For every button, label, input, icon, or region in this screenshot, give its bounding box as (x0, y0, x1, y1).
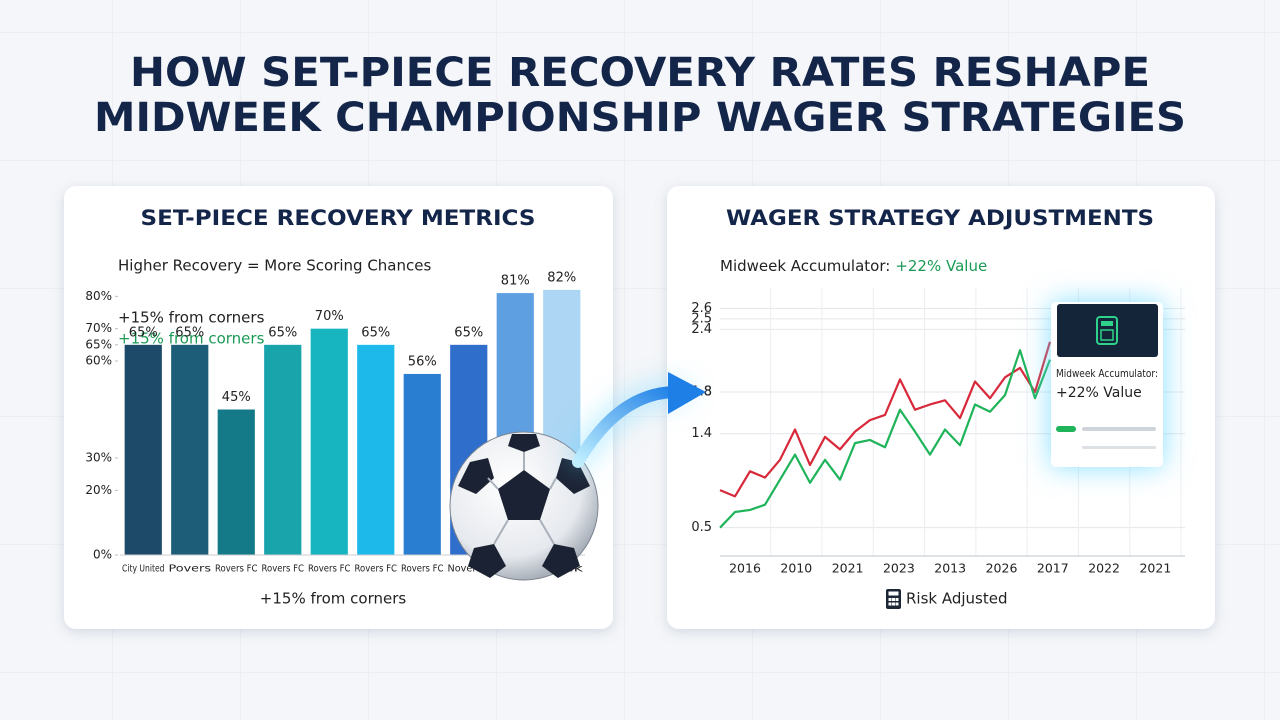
annotation: +15% from corners (118, 309, 265, 327)
value-label: 82% (547, 270, 576, 285)
value-label: 65% (454, 325, 483, 340)
chart-caption: +15% from corners (260, 590, 407, 608)
bar (310, 328, 348, 555)
series-line (719, 349, 1052, 529)
y-tick-label: 30% (85, 451, 112, 465)
x-tick-label: Rovers FC (262, 564, 305, 575)
x-tick-label: 2026 (986, 561, 1018, 576)
series-line (719, 341, 1052, 498)
y-tick-label: 65% (85, 337, 112, 351)
value-label: 56% (408, 354, 437, 369)
y-tick-label: 2.5 (691, 311, 712, 326)
chart-caption: Risk Adjusted (906, 590, 1008, 608)
value-label: 81% (501, 274, 530, 289)
y-tick-label: 70% (85, 321, 112, 335)
arrow (572, 372, 706, 468)
value-label: 45% (222, 390, 251, 405)
popup-label: Midweek Accumulator: (1056, 368, 1158, 380)
x-tick-label: Novers F (448, 564, 491, 575)
main-title-line: MIDWEEK CHAMPIONSHIP WAGER STRATEGIES (94, 95, 1186, 141)
x-tick-label: City United (122, 564, 165, 575)
x-tick-label: 2021 (832, 561, 864, 576)
x-tick-label: 2023 (883, 561, 915, 576)
bar (357, 344, 395, 555)
y-tick-label: 60% (85, 354, 112, 368)
value-label: 70% (315, 309, 344, 324)
y-tick-label: 2.4 (691, 322, 712, 337)
subtitle-highlight: +22% Value (895, 257, 987, 275)
main-title-line: HOW SET-PIECE RECOVERY RATES RESHAPE (130, 50, 1150, 96)
value-label: 65% (268, 325, 297, 340)
y-tick-label: 2.6 (691, 301, 712, 316)
chart-subtitle: Midweek Accumulator: +22% Value (720, 257, 987, 275)
calculator-icon (886, 589, 901, 609)
subtitle-text: Midweek Accumulator: (720, 257, 890, 275)
y-tick-label: 1.4 (691, 426, 712, 441)
annotation: +15% from corners (118, 330, 265, 348)
x-tick-label: Rovers FC (215, 564, 258, 575)
x-tick-label: Rovers FC (308, 564, 351, 575)
bar (264, 344, 302, 555)
x-tick-label: Povers (169, 564, 212, 575)
bar (124, 344, 162, 555)
x-tick-label: 2021 (1139, 561, 1171, 576)
x-tick-label: 2013 (934, 561, 966, 576)
bar (171, 344, 209, 555)
value-label: 65% (129, 325, 158, 340)
chart-title: WAGER STRATEGY ADJUSTMENTS (726, 206, 1154, 230)
popup-card: Midweek Accumulator: +22% Value (1051, 302, 1163, 467)
x-tick-label: 2022 (1088, 561, 1120, 576)
bar (217, 409, 255, 555)
value-label: 65% (361, 325, 390, 340)
y-tick-label: 0.5 (691, 520, 712, 535)
x-tick-label: Rovers FC (401, 564, 444, 575)
bar (403, 373, 441, 555)
x-tick-label: 2010 (780, 561, 812, 576)
chart-title: SET-PIECE RECOVERY METRICS (141, 206, 536, 230)
chart-subtitle: Higher Recovery = More Scoring Chances (118, 257, 431, 275)
x-tick-label: Rovers FC (355, 564, 398, 575)
x-tick-label: 2016 (729, 561, 761, 576)
y-tick-label: 80% (85, 289, 112, 303)
y-tick-label: 0% (93, 548, 112, 562)
x-tick-label: 2017 (1037, 561, 1069, 576)
y-tick-label: 20% (85, 483, 112, 497)
soccer-ball (449, 431, 599, 581)
value-label: 65% (175, 325, 204, 340)
popup-value: +22% Value (1056, 385, 1142, 401)
